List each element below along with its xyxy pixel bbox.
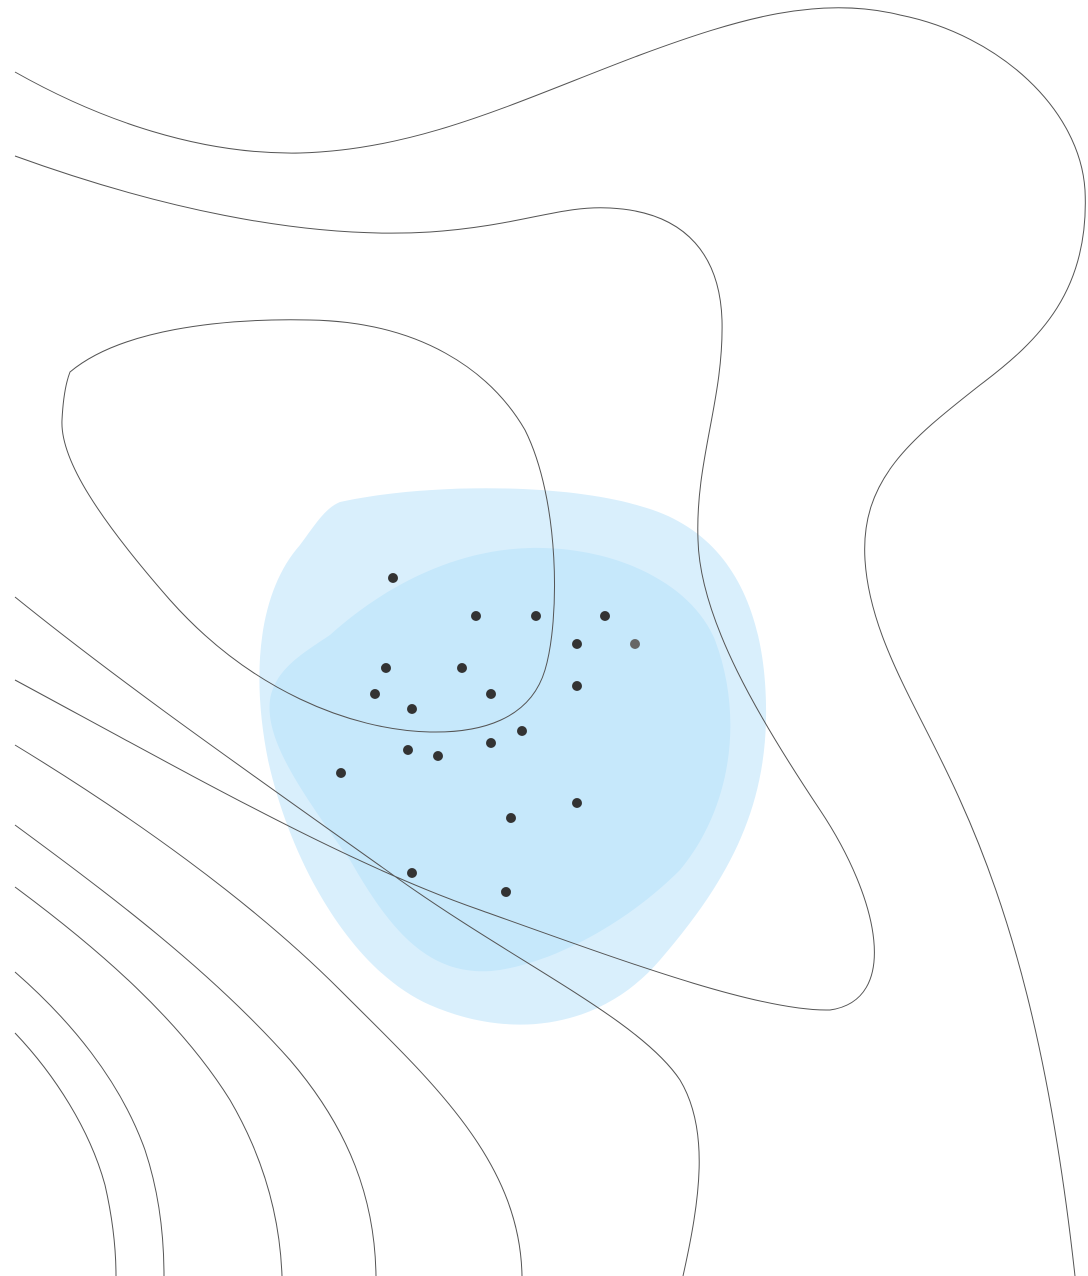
inner-density-region (269, 547, 731, 972)
data-point (486, 738, 496, 748)
contour-lines (14, 7, 1086, 1276)
contour-line (14, 1032, 117, 1276)
contour-line (14, 7, 1086, 1276)
data-point (370, 689, 380, 699)
data-point (600, 611, 610, 621)
contour-line (14, 596, 700, 1276)
sample-points (336, 573, 640, 897)
data-point (572, 639, 582, 649)
contour-line (14, 824, 377, 1276)
data-point (506, 813, 516, 823)
data-point (457, 663, 467, 673)
data-point (572, 681, 582, 691)
data-point-highlight (630, 639, 640, 649)
data-point (433, 751, 443, 761)
contour-line (14, 971, 165, 1276)
data-point (381, 663, 391, 673)
contour-line (14, 155, 875, 1011)
data-point (486, 689, 496, 699)
data-point (407, 868, 417, 878)
contour-line (61, 319, 555, 733)
data-point (403, 745, 413, 755)
data-point (407, 704, 417, 714)
data-point (501, 887, 511, 897)
contour-line (14, 744, 523, 1276)
data-point (388, 573, 398, 583)
data-point (531, 611, 541, 621)
data-point (336, 768, 346, 778)
data-point (572, 798, 582, 808)
density-regions (259, 488, 767, 1025)
contour-line (14, 886, 283, 1276)
data-point (517, 726, 527, 736)
data-point (471, 611, 481, 621)
